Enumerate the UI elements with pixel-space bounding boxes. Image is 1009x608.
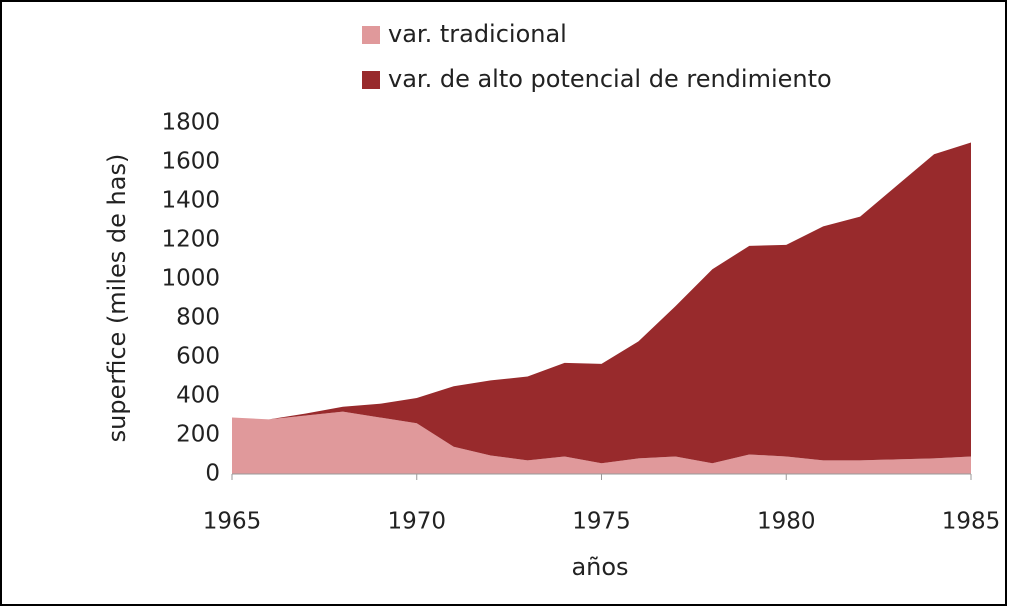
y-tick-label: 800 bbox=[176, 305, 220, 331]
area bbox=[232, 142, 971, 464]
legend-label: var. tradicional bbox=[388, 20, 567, 48]
x-tick-label: 1980 bbox=[757, 509, 816, 535]
y-tick-label: 0 bbox=[205, 461, 220, 487]
y-tick-label: 1600 bbox=[161, 149, 220, 175]
y-tick-label: 1400 bbox=[161, 188, 220, 214]
x-axis-label: años bbox=[571, 553, 628, 581]
y-tick-label: 1000 bbox=[161, 266, 220, 292]
y-tick-label: 400 bbox=[176, 383, 220, 409]
y-tick-label: 1800 bbox=[161, 110, 220, 136]
legend-swatch bbox=[362, 26, 380, 44]
x-tick-label: 1970 bbox=[387, 509, 446, 535]
y-tick-label: 200 bbox=[176, 422, 220, 448]
x-tick-label: 1965 bbox=[203, 509, 262, 535]
x-tick-label: 1985 bbox=[942, 509, 1001, 535]
y-axis-label: superfice (miles de has) bbox=[103, 154, 131, 443]
area bbox=[232, 411, 971, 474]
legend-label: var. de alto potencial de rendimiento bbox=[388, 65, 832, 93]
x-tick-label: 1975 bbox=[572, 509, 631, 535]
legend-swatch bbox=[362, 71, 380, 89]
y-tick-label: 1200 bbox=[161, 227, 220, 253]
y-tick-label: 600 bbox=[176, 344, 220, 370]
